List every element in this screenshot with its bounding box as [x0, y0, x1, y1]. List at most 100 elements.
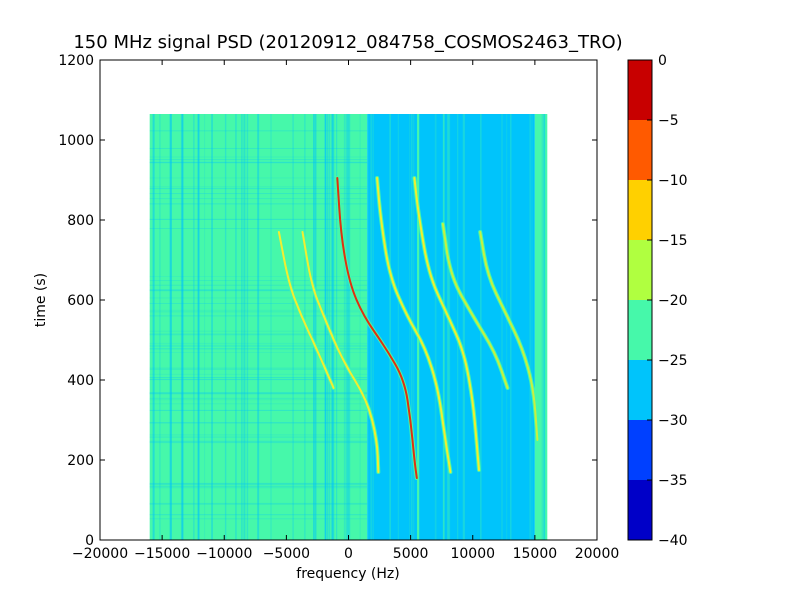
noise-stripe — [409, 114, 411, 540]
noise-stripe — [313, 114, 316, 540]
noise-stripe — [324, 114, 326, 540]
noise-stripe — [418, 114, 420, 540]
chart-title: 150 MHz signal PSD (20120912_084758_COSM… — [73, 32, 622, 53]
noise-stripe — [448, 114, 451, 540]
noise-row — [149, 227, 368, 229]
noise-row — [149, 344, 368, 346]
noise-stripe — [343, 114, 345, 540]
noise-row — [149, 409, 368, 411]
noise-row — [149, 311, 368, 313]
noise-row — [149, 156, 368, 158]
colorbar: 0 −5 −10 −15 −20 −25 −30 −35 −40 — [627, 53, 688, 549]
noise-row — [149, 422, 368, 424]
noise-stripe — [336, 114, 338, 540]
noise-row — [149, 352, 368, 354]
noise-stripe — [170, 114, 172, 540]
noise-row — [149, 422, 368, 424]
noise-stripe — [197, 114, 200, 540]
trace-5 — [441, 223, 509, 389]
noise-stripe — [367, 114, 369, 540]
noise-row — [149, 367, 368, 369]
noise-row — [149, 440, 368, 442]
plot-area: −20000 −15000 −10000 −5000 0 5000 10000 15000 20… — [58, 53, 619, 562]
colorbar-tick-label: 0 — [658, 53, 667, 69]
noise-row — [149, 302, 368, 304]
colorbar-block-3 — [628, 300, 652, 360]
noise-stripe — [152, 114, 154, 540]
noise-row — [149, 483, 368, 485]
noise-row — [149, 342, 368, 344]
heatmap-layer — [149, 114, 548, 540]
noise-row — [149, 393, 368, 395]
noise-row — [149, 186, 368, 188]
noise-row — [149, 297, 368, 299]
colorbar-tick-label: −25 — [658, 353, 688, 369]
colorbar-tick-label: −5 — [658, 113, 679, 129]
noise-row — [149, 482, 368, 484]
noise-stripe — [346, 114, 347, 540]
noise-row — [149, 503, 368, 505]
colorbar-block-6 — [628, 120, 652, 180]
noise-stripe — [446, 114, 449, 540]
colorbar-blocks — [628, 60, 652, 540]
x-axis-ticks: −20000 −15000 −10000 −5000 0 5000 10000 15000 20… — [72, 60, 619, 562]
noise-stripe — [501, 114, 503, 540]
noise-row — [149, 345, 368, 347]
noise-row — [149, 218, 368, 220]
x-tick-label: −10000 — [196, 546, 252, 562]
noise-stripe — [389, 114, 391, 540]
noise-stripe — [153, 114, 155, 540]
noise-stripe — [324, 114, 326, 540]
noise-stripe — [529, 114, 531, 540]
y-tick-label: 600 — [67, 293, 94, 309]
y-tick-label: 0 — [85, 533, 94, 549]
noise-stripe — [292, 114, 294, 540]
noise-stripe — [434, 114, 437, 540]
signal-traces — [276, 176, 540, 480]
noise-stripe — [531, 114, 533, 540]
x-tick-label: 20000 — [575, 546, 620, 562]
noise-stripe — [169, 114, 172, 540]
colorbar-ticks: 0 −5 −10 −15 −20 −25 −30 −35 −40 — [647, 53, 688, 549]
noise-row — [149, 276, 368, 278]
noise-row — [149, 177, 368, 179]
noise-stripe — [348, 114, 351, 540]
noise-row — [149, 334, 368, 336]
noise-stripe — [224, 114, 227, 540]
noise-row — [149, 147, 368, 149]
colorbar-block-4 — [628, 240, 652, 300]
noise-stripe — [159, 114, 161, 540]
noise-stripe — [314, 114, 317, 540]
y-tick-label: 1000 — [58, 133, 94, 149]
colorbar-tick-label: −20 — [658, 293, 688, 309]
noise-stripe — [243, 114, 246, 540]
x-tick-label: −5000 — [263, 546, 310, 562]
noise-row — [149, 393, 368, 395]
x-tick-label: 5000 — [393, 546, 429, 562]
noise-stripe — [193, 114, 195, 540]
noise-row — [149, 518, 368, 520]
x-tick-label: 15000 — [513, 546, 558, 562]
noise-row — [149, 514, 368, 516]
colorbar-tick-label: −30 — [658, 413, 688, 429]
trace-3 — [376, 177, 452, 473]
noise-stripe — [180, 114, 184, 540]
noise-row — [149, 434, 368, 436]
noise-stripe — [204, 114, 206, 540]
noise-stripe — [182, 114, 184, 540]
noise-stripe — [211, 114, 213, 540]
noise-stripe — [442, 114, 445, 540]
y-tick-label: 800 — [67, 213, 94, 229]
x-tick-label: 10000 — [450, 546, 495, 562]
noise-row — [149, 280, 368, 282]
noise-stripe — [331, 114, 335, 540]
noise-row — [149, 198, 368, 200]
noise-stripe — [313, 114, 315, 540]
colorbar-tick-label: −15 — [658, 233, 688, 249]
noise-stripe — [246, 114, 249, 540]
noise-row — [149, 289, 368, 291]
noise-stripe — [344, 114, 347, 540]
noise-row — [149, 188, 368, 190]
noise-stripe — [543, 114, 546, 540]
noise-stripe — [325, 114, 327, 540]
